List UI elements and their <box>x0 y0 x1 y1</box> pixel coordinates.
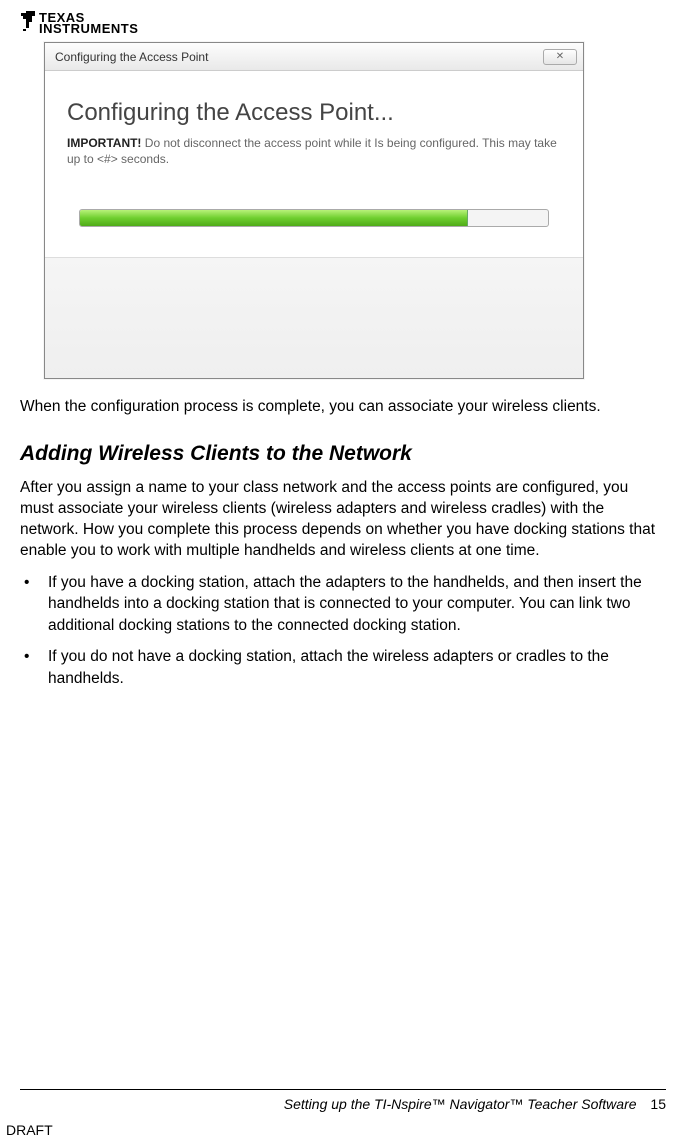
close-icon: ✕ <box>556 51 564 62</box>
ti-logo-icon <box>20 10 36 32</box>
dialog-note-bold: IMPORTANT! <box>67 136 141 150</box>
footer-text: Setting up the TI-Nspire™ Navigator™ Tea… <box>284 1096 637 1112</box>
page-footer: Setting up the TI-Nspire™ Navigator™ Tea… <box>20 1089 666 1112</box>
progress-bar <box>79 209 549 227</box>
section-intro: After you assign a name to your class ne… <box>20 478 666 562</box>
list-item: • If you do not have a docking station, … <box>20 646 666 689</box>
page-number: 15 <box>650 1096 666 1112</box>
draft-label: DRAFT <box>6 1122 53 1138</box>
config-dialog: Configuring the Access Point ✕ Configuri… <box>44 42 584 379</box>
bullet-icon: • <box>20 646 48 689</box>
dialog-body: Configuring the Access Point... IMPORTAN… <box>45 71 583 258</box>
list-item-text: If you have a docking station, attach th… <box>48 572 666 636</box>
dialog-note-text: Do not disconnect the access point while… <box>67 136 557 166</box>
dialog-titlebar: Configuring the Access Point ✕ <box>45 43 583 71</box>
brand-logo: TEXAS INSTRUMENTS <box>20 10 666 34</box>
logo-text-line2: INSTRUMENTS <box>39 23 138 34</box>
bullet-icon: • <box>20 572 48 636</box>
list-item-text: If you do not have a docking station, at… <box>48 646 666 689</box>
list-item: • If you have a docking station, attach … <box>20 572 666 636</box>
section-heading: Adding Wireless Clients to the Network <box>20 442 666 466</box>
dialog-heading: Configuring the Access Point... <box>67 99 561 127</box>
dialog-footer-area <box>45 258 583 378</box>
dialog-title: Configuring the Access Point <box>55 50 208 64</box>
dialog-note: IMPORTANT! Do not disconnect the access … <box>67 135 561 167</box>
bullet-list: • If you have a docking station, attach … <box>20 572 666 689</box>
paragraph-after-dialog: When the configuration process is comple… <box>20 397 666 418</box>
progress-fill <box>80 210 468 226</box>
close-button[interactable]: ✕ <box>543 49 577 65</box>
